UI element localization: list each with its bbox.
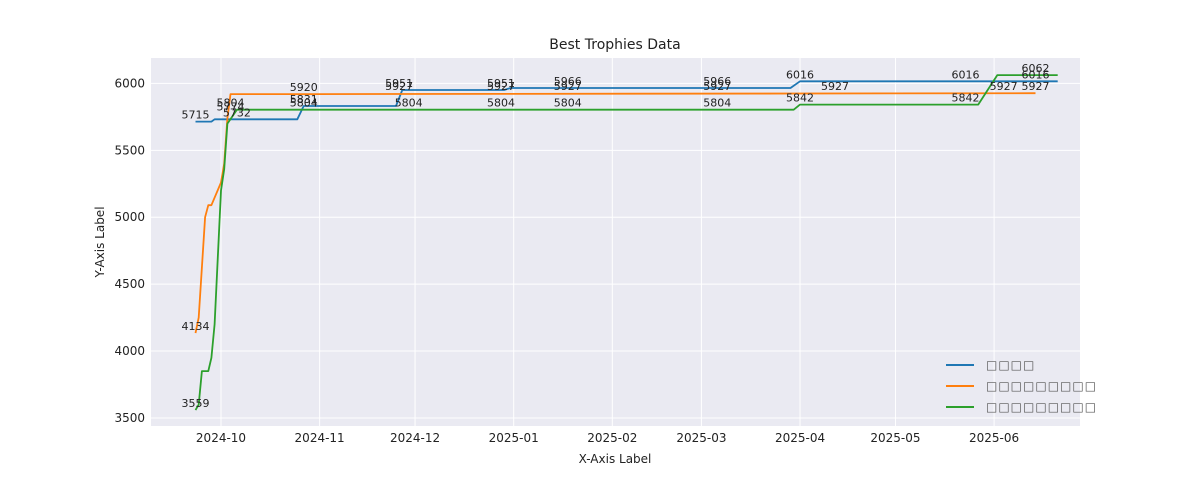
- y-tick-label: 3500: [114, 411, 145, 425]
- x-tick-label: 2025-06: [969, 431, 1019, 445]
- y-tick-label: 5000: [114, 210, 145, 224]
- data-label: 5927: [385, 80, 413, 93]
- legend-label-2: □□□□□□□□□: [986, 379, 1097, 393]
- tick-layer: 2024-10 2024-11 2024-12 2025-01 2025-02 2025-…: [114, 76, 1019, 445]
- annotation-layer: 5715413435595804577457325920583158045951…: [182, 62, 1050, 410]
- series-layer: [194, 74, 1058, 411]
- data-label: 5732: [223, 106, 251, 119]
- data-label: 5927: [1021, 80, 1049, 93]
- x-tick-label: 2024-12: [390, 431, 440, 445]
- series-line-1: [195, 80, 1058, 123]
- data-label: 6016: [786, 68, 814, 81]
- y-axis-label: Y-Axis Label: [93, 206, 107, 278]
- data-label: 5804: [290, 97, 318, 110]
- y-tick-label: 4500: [114, 277, 145, 291]
- y-tick-label: 4000: [114, 344, 145, 358]
- plot-area: [151, 58, 1080, 426]
- data-label: 5804: [395, 97, 423, 110]
- data-label: 5842: [951, 92, 979, 105]
- data-label: 4134: [182, 320, 210, 333]
- x-tick-label: 2024-11: [295, 431, 345, 445]
- data-label: 5804: [217, 97, 245, 110]
- chart-title: Best Trophies Data: [549, 37, 680, 53]
- data-label: 5920: [290, 81, 318, 94]
- legend-label-1: □□□□: [986, 358, 1035, 372]
- legend-label-3: □□□□□□□□□: [986, 400, 1097, 414]
- data-label: 6016: [951, 68, 979, 81]
- grid: [151, 58, 1080, 426]
- data-label: 5804: [554, 97, 582, 110]
- data-label: 5951: [385, 77, 413, 90]
- data-label: 5831: [290, 93, 318, 106]
- data-label: 5842: [786, 92, 814, 105]
- series-line-2: [194, 92, 1036, 334]
- x-tick-label: 2025-03: [676, 431, 726, 445]
- data-label: 5804: [487, 97, 515, 110]
- data-label: 5804: [703, 97, 731, 110]
- series-line-3: [194, 74, 1058, 411]
- data-label: 5927: [554, 80, 582, 93]
- data-label: 5927: [703, 80, 731, 93]
- data-label: 6062: [1021, 62, 1049, 75]
- data-label: 5715: [182, 109, 210, 122]
- x-tick-label: 2025-05: [870, 431, 920, 445]
- data-label: 3559: [182, 397, 210, 410]
- data-label: 5927: [487, 80, 515, 93]
- data-label: 5966: [703, 75, 731, 88]
- y-tick-label: 5500: [114, 143, 145, 157]
- data-label: 5966: [554, 75, 582, 88]
- x-tick-label: 2025-04: [775, 431, 825, 445]
- data-label: 5774: [217, 101, 245, 114]
- x-axis-label: X-Axis Label: [579, 452, 652, 466]
- x-tick-label: 2025-02: [587, 431, 637, 445]
- data-label: 6016: [1021, 68, 1049, 81]
- data-label: 5927: [821, 80, 849, 93]
- data-label: 5927: [990, 80, 1018, 93]
- legend: □□□□□□□□□□□□□□□□□□□□□□: [946, 358, 1097, 414]
- y-tick-label: 6000: [114, 76, 145, 90]
- x-tick-label: 2025-01: [489, 431, 539, 445]
- x-tick-label: 2024-10: [196, 431, 246, 445]
- data-label: 5951: [487, 77, 515, 90]
